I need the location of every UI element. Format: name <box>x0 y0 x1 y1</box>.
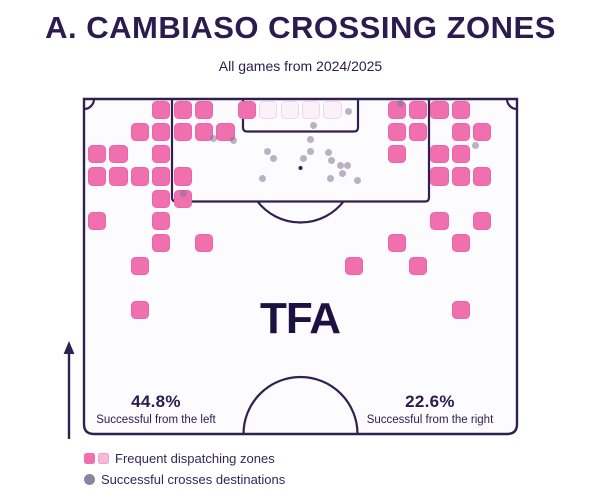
dispatch-zone <box>152 234 171 253</box>
cross-destination-dot <box>209 134 217 142</box>
cross-destination-dot <box>344 107 352 115</box>
dispatch-zone <box>451 167 470 186</box>
dispatch-zone <box>130 301 149 320</box>
dispatch-zone <box>409 100 428 119</box>
legend-zones-label: Frequent dispatching zones <box>115 451 275 466</box>
dispatch-zone <box>88 167 107 186</box>
cross-destination-dot <box>471 141 479 149</box>
stat-left-value: 44.8% <box>131 392 181 411</box>
cross-destination-dot <box>324 148 332 156</box>
subtitle: All games from 2024/2025 <box>218 58 383 74</box>
six-yard-box <box>241 99 360 133</box>
cross-destination-dot <box>343 161 351 169</box>
dispatch-zone <box>130 167 149 186</box>
penalty-arc <box>256 200 345 224</box>
dispatch-zone <box>237 100 256 119</box>
dispatch-zone <box>152 145 171 164</box>
dispatch-zone <box>195 100 214 119</box>
dispatch-zone <box>152 212 171 231</box>
faint-dispatch-zone <box>302 100 321 119</box>
dispatch-zone <box>430 212 449 231</box>
dispatch-zone <box>130 122 149 141</box>
pitch-outline <box>82 97 519 436</box>
faint-dispatch-zone <box>259 100 278 119</box>
legend-item-zones: Frequent dispatching zones <box>84 451 285 466</box>
cross-destination-dot <box>299 154 307 162</box>
stat-right-value: 22.6% <box>405 392 455 411</box>
dispatch-zone <box>152 122 171 141</box>
dispatch-zone <box>451 234 470 253</box>
cross-destination-dot <box>306 135 314 143</box>
page-title: A. CAMBIASO CROSSING ZONES <box>45 10 556 45</box>
cross-destination-dot <box>336 161 344 169</box>
stat-right: 22.6% Successful from the right <box>330 392 530 426</box>
corner-arc-right <box>505 98 518 111</box>
zone-swatch-light <box>98 453 109 464</box>
cross-destination-dot <box>306 147 314 155</box>
cross-destination-dot <box>326 174 334 182</box>
cross-swatch-dot <box>84 474 95 485</box>
stat-left: 44.8% Successful from the left <box>56 392 256 426</box>
cross-destination-dot <box>229 136 237 144</box>
cross-destination-dot <box>179 189 187 197</box>
corner-arc-left <box>83 98 96 111</box>
dispatch-zone <box>387 234 406 253</box>
dispatch-zone <box>109 145 128 164</box>
dispatch-zone <box>195 234 214 253</box>
legend-item-crosses: Successful crosses destinations <box>84 472 285 487</box>
dispatch-zone <box>451 122 470 141</box>
dispatch-zone <box>409 256 428 275</box>
dispatch-zone <box>451 145 470 164</box>
attack-direction-arrow <box>63 341 75 439</box>
dispatch-zone <box>430 100 449 119</box>
faint-dispatch-zone <box>280 100 299 119</box>
penalty-spot <box>298 166 303 170</box>
cross-destination-dot <box>353 176 361 184</box>
dispatch-zone <box>109 167 128 186</box>
dispatch-zone <box>451 100 470 119</box>
stat-right-label: Successful from the right <box>366 414 494 426</box>
zone-swatch-solid <box>84 453 95 464</box>
dispatch-zone <box>430 167 449 186</box>
dispatch-zone <box>152 167 171 186</box>
dispatch-zone <box>173 122 192 141</box>
tfa-watermark: TFA <box>259 294 341 343</box>
cross-destination-dot <box>309 121 317 129</box>
dispatch-zone <box>216 122 235 141</box>
center-circle <box>242 375 359 435</box>
dispatch-zone <box>88 145 107 164</box>
dispatch-zone <box>473 212 492 231</box>
cross-destination-dot <box>269 154 277 162</box>
legend-crosses-label: Successful crosses destinations <box>101 472 286 487</box>
dispatch-zone <box>473 167 492 186</box>
dispatch-zone <box>409 122 428 141</box>
cross-destination-dot <box>338 169 346 177</box>
cross-destination-dot <box>396 99 404 107</box>
dispatch-zone <box>473 122 492 141</box>
dispatch-zone <box>430 145 449 164</box>
cross-destination-dot <box>258 174 266 182</box>
dispatch-zone <box>88 212 107 231</box>
dispatch-zone <box>152 189 171 208</box>
dispatch-zone <box>173 100 192 119</box>
dispatch-zone <box>387 122 406 141</box>
penalty-box <box>170 99 431 203</box>
dispatch-zone <box>130 256 149 275</box>
cross-destination-dot <box>327 156 335 164</box>
faint-dispatch-zone <box>323 100 342 119</box>
dispatch-zone <box>195 122 214 141</box>
dispatch-zone <box>451 301 470 320</box>
dispatch-zone <box>173 167 192 186</box>
dispatch-zone <box>344 256 363 275</box>
dispatch-zone <box>152 100 171 119</box>
legend: Frequent dispatching zones Successful cr… <box>84 451 285 493</box>
stat-left-label: Successful from the left <box>96 414 216 426</box>
cross-destination-dot <box>263 147 271 155</box>
dispatch-zone <box>387 145 406 164</box>
